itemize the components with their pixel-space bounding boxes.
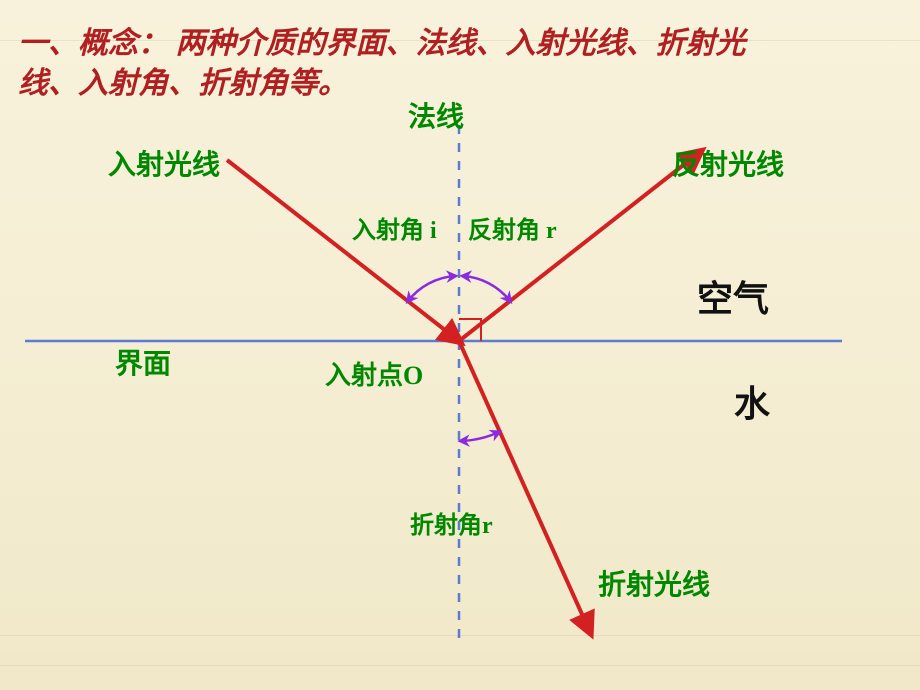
incident-ray (227, 160, 459, 341)
refraction-angle-arc (461, 432, 499, 441)
incidence-point-label: 入射点O (325, 355, 423, 392)
reflected-ray-label: 反射光线 (672, 143, 784, 183)
refracted-ray (459, 341, 590, 632)
reflected-ray (459, 152, 700, 341)
medium-air-label: 空气 (697, 270, 769, 322)
normal-line-label: 法线 (408, 95, 464, 135)
refracted-ray-label: 折射光线 (598, 563, 710, 603)
interface-label: 界面 (115, 342, 171, 382)
medium-water-label: 水 (734, 375, 770, 427)
incidence-angle-arc (408, 276, 455, 301)
incidence-angle-label: 入射角 i (352, 210, 437, 245)
refraction-angle-label: 折射角r (410, 505, 493, 540)
reflection-angle-label: 反射角 r (468, 210, 557, 245)
reflection-angle-arc (463, 276, 510, 301)
incident-ray-label: 入射光线 (108, 143, 220, 183)
